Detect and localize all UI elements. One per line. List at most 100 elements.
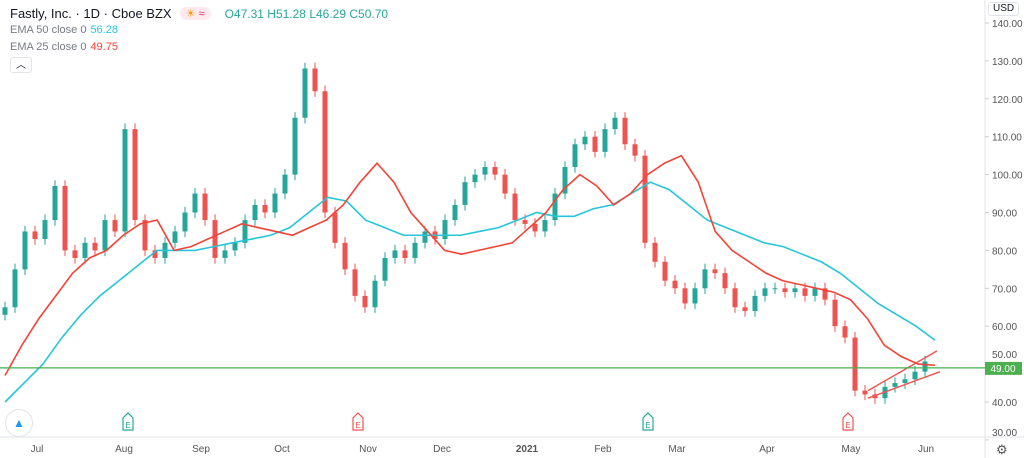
x-tick-label: Oct <box>274 444 290 455</box>
ema25-value: 49.75 <box>90 41 118 53</box>
candle-body <box>152 250 158 258</box>
open-value: O47.31 <box>224 6 264 21</box>
candle-body <box>132 129 138 221</box>
candle-body <box>12 269 18 308</box>
candle-body <box>902 379 908 384</box>
price-line-label: 49.00 <box>990 364 1015 375</box>
candle-body <box>422 231 428 243</box>
candle-body <box>62 185 68 251</box>
y-tick-label: 100.00 <box>992 171 1023 182</box>
candle-body <box>622 117 628 145</box>
candle-body <box>722 273 728 289</box>
candle-body <box>592 136 598 152</box>
close-value: C50.70 <box>349 6 389 21</box>
high-value: H51.28 <box>267 6 306 21</box>
candle-body <box>302 68 308 118</box>
candle-body <box>472 174 478 183</box>
candle-body <box>222 250 228 258</box>
settings-gear-icon[interactable]: ⚙ <box>996 442 1008 457</box>
x-tick-label: May <box>842 444 861 455</box>
candle-body <box>272 193 278 213</box>
sun-icon: ☀ <box>185 8 196 20</box>
candle-body <box>42 220 48 240</box>
x-tick-label: Jul <box>31 444 44 455</box>
ema50-legend[interactable]: EMA 50 close 0 56.28 <box>10 24 118 36</box>
candle-body <box>642 155 648 243</box>
candle-body <box>262 204 268 213</box>
x-tick-label: Feb <box>594 444 612 455</box>
x-tick-label: Mar <box>668 444 686 455</box>
price-label-bg <box>985 361 1022 375</box>
candle-body <box>542 220 548 232</box>
candle-body <box>812 288 818 296</box>
candle-body <box>242 220 248 243</box>
candle-body <box>692 288 698 304</box>
candle-body <box>662 261 668 281</box>
candle-body <box>512 193 518 221</box>
candle-body <box>742 307 748 312</box>
currency-button[interactable]: USD <box>988 2 1020 16</box>
earnings-marker-icon <box>122 412 134 431</box>
ema25-label: EMA 25 close 0 <box>10 41 87 53</box>
y-tick-label: 70.00 <box>992 284 1017 295</box>
candle-body <box>702 269 708 289</box>
candle-body <box>562 167 568 194</box>
tradingview-logo-icon[interactable]: ▲ <box>5 409 33 437</box>
symbol-title[interactable]: Fastly, Inc. · 1D · Cboe BZX <box>10 6 172 21</box>
x-tick-label: Dec <box>433 444 451 455</box>
candle-body <box>612 117 618 130</box>
candle-body <box>172 231 178 243</box>
candle-body <box>332 212 338 243</box>
ema25-legend[interactable]: EMA 25 close 0 49.75 <box>10 41 118 53</box>
candle-body <box>492 167 498 175</box>
candle-body <box>2 307 8 315</box>
channel-upper-line <box>867 350 938 392</box>
low-value: L46.29 <box>309 6 347 21</box>
y-tick-label: 110.00 <box>992 133 1022 144</box>
candle-body <box>112 220 118 232</box>
candle-body <box>282 174 288 194</box>
y-tick-label: 90.00 <box>992 209 1017 220</box>
x-tick-label: Aug <box>115 444 133 455</box>
ema50-label: EMA 50 close 0 <box>10 24 87 36</box>
candle-body <box>922 361 928 372</box>
y-tick-label: 60.00 <box>992 322 1017 333</box>
collapse-legend-button[interactable]: ︿ <box>10 57 32 73</box>
candle-body <box>202 193 208 221</box>
candle-body <box>532 223 538 232</box>
candle-body <box>382 257 388 281</box>
candle-body <box>632 144 638 156</box>
ema50-line <box>4 181 936 403</box>
candle-body <box>402 250 408 258</box>
candle-body <box>502 174 508 194</box>
y-tick-label: 130.00 <box>992 57 1023 68</box>
candle-body <box>822 288 828 300</box>
candle-body <box>792 288 798 293</box>
candle-body <box>672 280 678 289</box>
x-tick-label: Jun <box>918 444 934 455</box>
x-tick-label: Apr <box>759 444 775 455</box>
earnings-marker-icon <box>642 412 654 431</box>
candle-body <box>682 288 688 304</box>
candle-body <box>252 204 258 221</box>
candle-body <box>212 220 218 258</box>
candle-body <box>362 295 368 308</box>
candle-body <box>772 288 778 290</box>
candle-body <box>312 68 318 92</box>
candle-body <box>372 280 378 308</box>
market-status-badge[interactable]: ☀ ≈ <box>179 7 211 20</box>
candle-body <box>782 288 788 293</box>
earnings-marker-label: E <box>125 421 130 430</box>
y-tick-label: 80.00 <box>992 246 1017 257</box>
earnings-marker-label: E <box>645 421 650 430</box>
candle-body <box>652 242 658 262</box>
candle-body <box>122 129 128 232</box>
candle-body <box>102 220 108 251</box>
candle-body <box>392 250 398 258</box>
candle-body <box>462 182 468 205</box>
candle-body <box>192 193 198 213</box>
earnings-marker-icon <box>352 412 364 431</box>
candle-body <box>522 220 528 224</box>
